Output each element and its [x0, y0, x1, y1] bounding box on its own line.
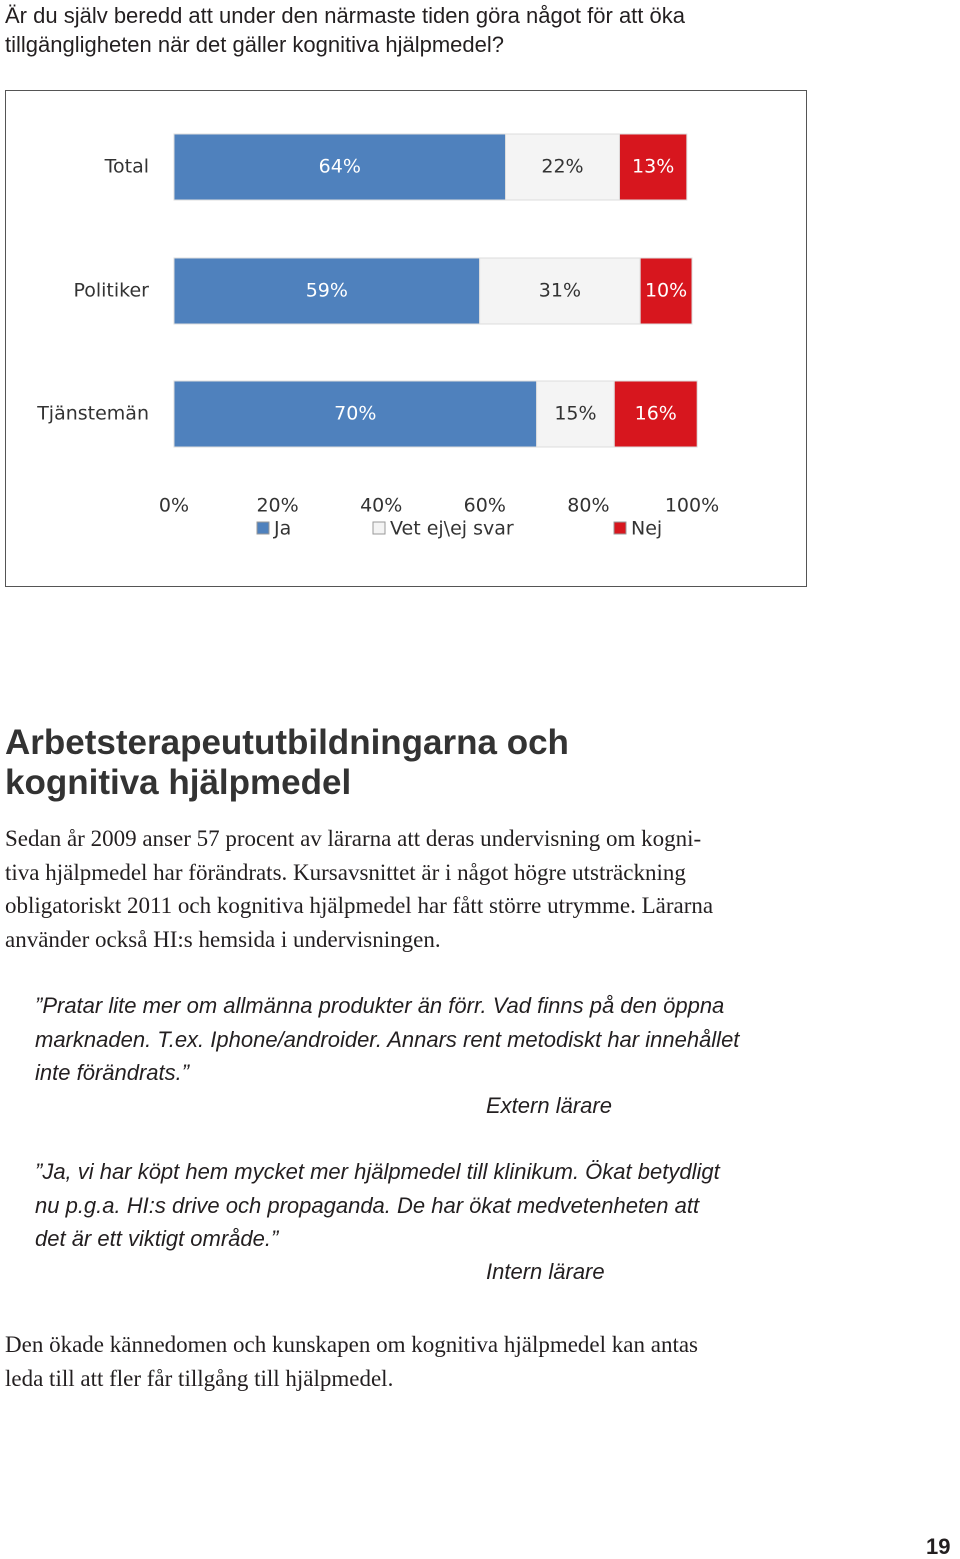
- category-label: Tjänstemän: [36, 403, 149, 425]
- bar-segment: [173, 380, 538, 448]
- quote-source: Extern lärare: [486, 1093, 612, 1118]
- quote-line: inte förändrats.”: [35, 1060, 190, 1085]
- x-tick-label: 100%: [665, 495, 719, 517]
- x-tick-label: 80%: [567, 495, 609, 517]
- value-label: 15%: [554, 403, 596, 425]
- quote-source: Intern lärare: [486, 1259, 605, 1284]
- legend-label: Ja: [273, 518, 291, 540]
- bar-segment: [505, 133, 620, 201]
- paragraph-line: obligatoriskt 2011 och kognitiva hjälpme…: [5, 893, 714, 918]
- paragraph-line: Sedan år 2009 anser 57 procent av lärarn…: [5, 826, 702, 851]
- question-line: tillgängligheten när det gäller kognitiv…: [5, 32, 504, 57]
- value-label: 10%: [645, 280, 687, 302]
- bar-segment: [479, 257, 641, 325]
- conclusion-line: Den ökade kännedomen och kunskapen om ko…: [5, 1332, 698, 1357]
- quote-line: marknaden. T.ex. Iphone/androider. Annar…: [35, 1026, 740, 1052]
- x-tick-label: 20%: [256, 495, 298, 517]
- quote-line: nu p.g.a. HI:s drive och propaganda. De …: [35, 1192, 700, 1218]
- question-line: Är du själv beredd att under den närmast…: [5, 3, 685, 28]
- legend-swatch: [256, 521, 270, 535]
- bar-segment: [613, 380, 698, 448]
- value-label: 31%: [539, 280, 581, 302]
- value-label: 22%: [541, 156, 583, 178]
- paragraph-line: tiva hjälpmedel har förändrats. Kursavsn…: [5, 859, 686, 885]
- value-label: 13%: [632, 156, 674, 178]
- x-tick-label: 40%: [360, 495, 402, 517]
- quote-line: ”Pratar lite mer om allmänna produkter ä…: [35, 993, 725, 1018]
- heading-line: Arbetsterapeututbildningarna och: [5, 723, 569, 762]
- x-tick-label: 60%: [464, 495, 506, 517]
- value-label: 16%: [635, 403, 677, 425]
- category-label: Politiker: [73, 280, 149, 302]
- value-label: 64%: [319, 156, 361, 178]
- legend-label: Nej: [631, 518, 662, 540]
- bar-segment: [173, 257, 481, 325]
- legend-swatch: [372, 521, 386, 535]
- heading-line: kognitiva hjälpmedel: [5, 763, 352, 802]
- value-label: 70%: [334, 403, 376, 425]
- quote-line: det är ett viktigt område.”: [35, 1226, 279, 1251]
- legend-swatch: [613, 521, 627, 535]
- category-label: Total: [104, 156, 149, 178]
- chart: 0% 20% 40% 60% 80% 100% Total 64% 22% 13% Politike…: [5, 90, 807, 587]
- bar-segment: [618, 133, 688, 201]
- bar-segment: [536, 380, 615, 448]
- paragraph-line: använder också HI:s hemsida i undervisni…: [5, 926, 441, 952]
- page-number: 19: [926, 1534, 951, 1559]
- bar-segment: [639, 257, 693, 325]
- x-tick-label: 0%: [159, 495, 189, 517]
- bar-segment: [173, 133, 507, 201]
- quote-line: ”Ja, vi har köpt hem mycket mer hjälpmed…: [35, 1159, 720, 1184]
- conclusion-line: leda till att fler får tillgång till hjä…: [5, 1365, 394, 1391]
- value-label: 59%: [306, 280, 348, 302]
- legend-label: Vet ej\ej svar: [390, 518, 514, 540]
